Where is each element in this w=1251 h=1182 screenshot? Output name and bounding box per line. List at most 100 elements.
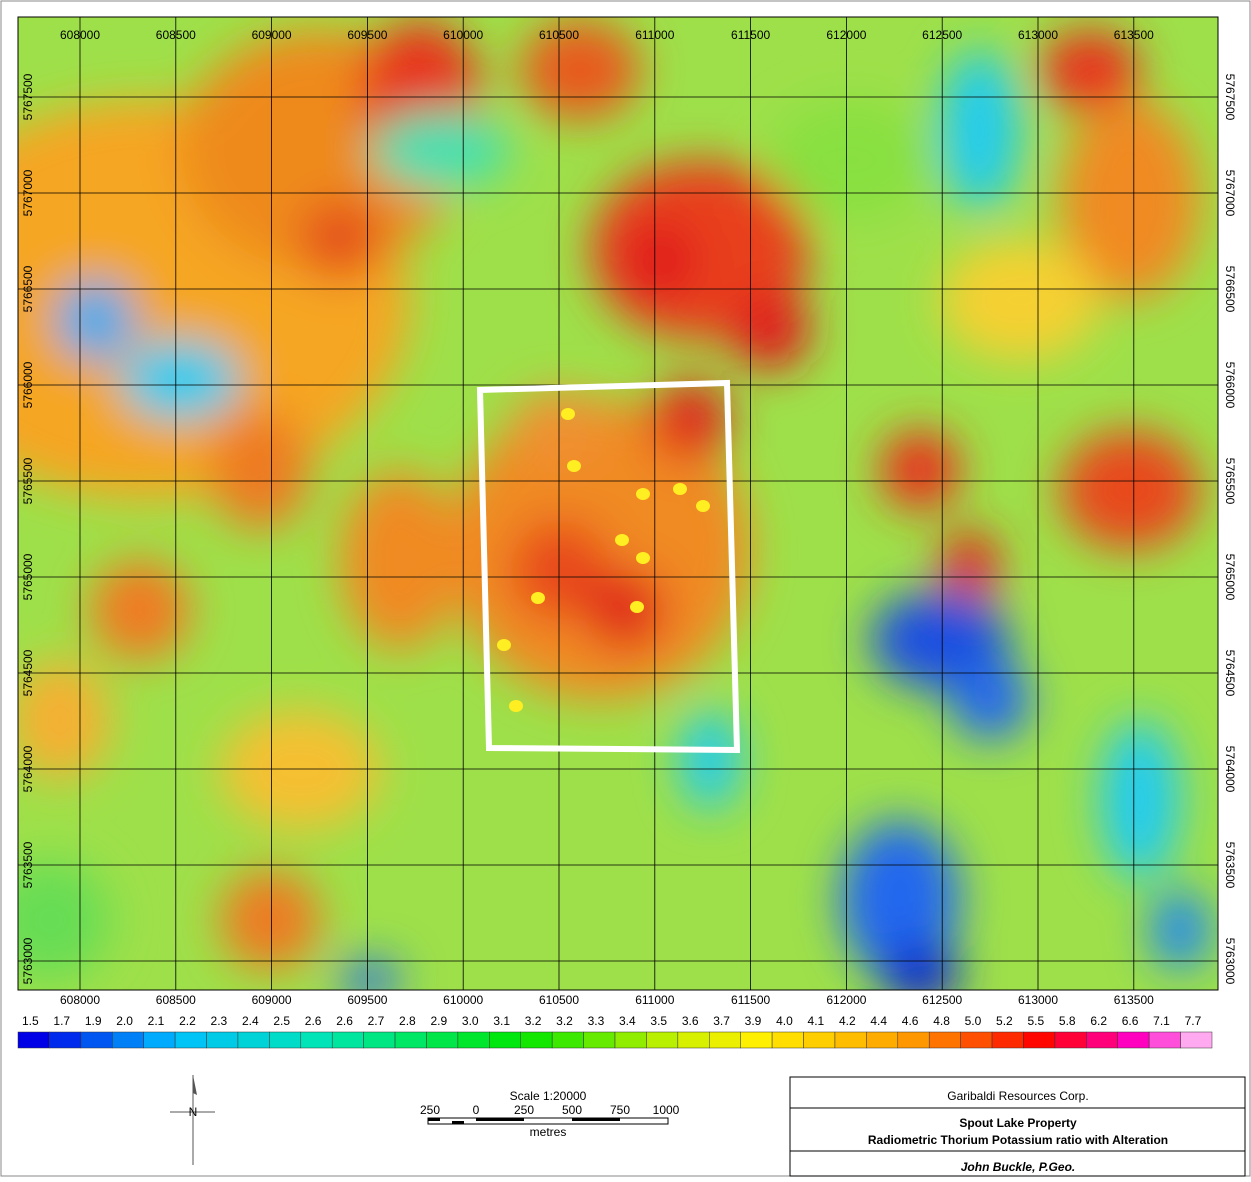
easting-label: 610500 [539,28,579,42]
easting-label: 610500 [539,993,579,1007]
legend-swatch [426,1032,457,1048]
scale-tick-label: 250 [514,1103,534,1117]
legend-label: 3.6 [682,1014,699,1028]
heat-blob [620,220,700,300]
legend-label: 7.1 [1153,1014,1170,1028]
northing-label: 5764500 [21,649,35,696]
legend-swatch [18,1032,49,1048]
heat-blob [340,470,460,650]
legend-label: 4.8 [933,1014,950,1028]
legend-swatch [238,1032,269,1048]
legend-label: 3.9 [745,1014,762,1028]
legend-swatch [804,1032,835,1048]
legend-label: 5.0 [965,1014,982,1028]
legend-swatch [1055,1032,1086,1048]
legend-label: 2.9 [430,1014,447,1028]
easting-label: 610000 [443,993,483,1007]
alteration-zone [615,534,629,546]
northing-label: 5763000 [1223,938,1237,985]
heat-blob [1150,890,1210,970]
legend-swatch [646,1032,677,1048]
alteration-zone [673,483,687,495]
alteration-zone [509,700,523,712]
heat-blob [300,200,380,280]
legend-label: 2.3 [211,1014,228,1028]
easting-label: 613500 [1114,28,1154,42]
legend-swatch [489,1032,520,1048]
legend-label: 2.6 [336,1014,353,1028]
easting-label: 608000 [60,28,100,42]
scale-tick-label: 1000 [653,1103,680,1117]
heat-blob [680,710,740,810]
map-page: 6080006080006085006085006090006090006095… [0,0,1251,1177]
legend-swatch [332,1032,363,1048]
heat-blob [650,380,730,460]
legend-label: 3.2 [556,1014,573,1028]
legend-label: 5.2 [996,1014,1013,1028]
easting-label: 611500 [731,993,770,1007]
northing-label: 5764000 [1223,746,1237,793]
heat-blob [120,340,240,420]
northing-label: 5763500 [1223,842,1237,889]
heatmap [0,17,1218,1005]
northing-label: 5764500 [1223,650,1237,697]
easting-label: 609500 [347,993,387,1007]
easting-label: 609000 [252,28,292,42]
legend-label: 6.6 [1122,1014,1139,1028]
easting-label: 608500 [156,993,196,1007]
heat-blob [1040,30,1140,110]
easting-label: 612500 [922,28,962,42]
easting-label: 611000 [635,993,674,1007]
heat-blob [1100,720,1180,880]
northing-label: 5765500 [21,457,35,504]
scale-tick-label: 750 [610,1103,630,1117]
legend-label: 1.9 [85,1014,102,1028]
legend-label: 5.5 [1027,1014,1044,1028]
legend-swatch [1118,1032,1149,1048]
northing-label: 5763500 [21,841,35,888]
northing-label: 5766500 [1223,266,1237,313]
heat-blob [940,530,1000,600]
heat-blob [585,570,665,650]
legend-label: 4.6 [902,1014,919,1028]
project: Spout Lake Property [959,1116,1077,1130]
alteration-zone [630,601,644,613]
alteration-zone [696,500,710,512]
north-arrow: N [170,1075,215,1165]
legend-swatch [207,1032,238,1048]
easting-label: 609500 [347,28,387,42]
alteration-zone [531,592,545,604]
legend-label: 6.2 [1090,1014,1107,1028]
easting-label: 612000 [826,28,866,42]
legend-swatch [1023,1032,1054,1048]
legend-label: 2.4 [242,1014,259,1028]
legend-swatch [112,1032,143,1048]
easting-label: 613000 [1018,28,1058,42]
alteration-zone [561,408,575,420]
heat-blob [770,100,930,220]
legend-swatch [269,1032,300,1048]
legend-swatch [144,1032,175,1048]
scale-unit: metres [530,1125,567,1139]
easting-label: 610000 [443,28,483,42]
northing-label: 5765500 [1223,458,1237,505]
legend-label: 2.2 [179,1014,196,1028]
heat-blob [55,280,135,360]
legend-swatch [709,1032,740,1048]
map-subtitle: Radiometric Thorium Potassium ratio with… [868,1133,1168,1147]
heat-blob [1060,430,1200,550]
easting-label: 612000 [826,993,866,1007]
legend-label: 7.7 [1185,1014,1202,1028]
legend-swatch [175,1032,206,1048]
heat-blob [220,870,320,970]
legend-label: 5.8 [1059,1014,1076,1028]
legend-swatch [1181,1032,1212,1048]
northing-label: 5764000 [21,745,35,792]
legend-swatch [1086,1032,1117,1048]
north-label: N [189,1105,198,1119]
legend-label: 2.0 [116,1014,133,1028]
scale-bar: Scale 1:20000 25002505007501000 metres [420,1089,680,1139]
northing-label: 5763000 [21,937,35,984]
heat-blob [730,290,810,370]
legend-label: 3.2 [525,1014,542,1028]
